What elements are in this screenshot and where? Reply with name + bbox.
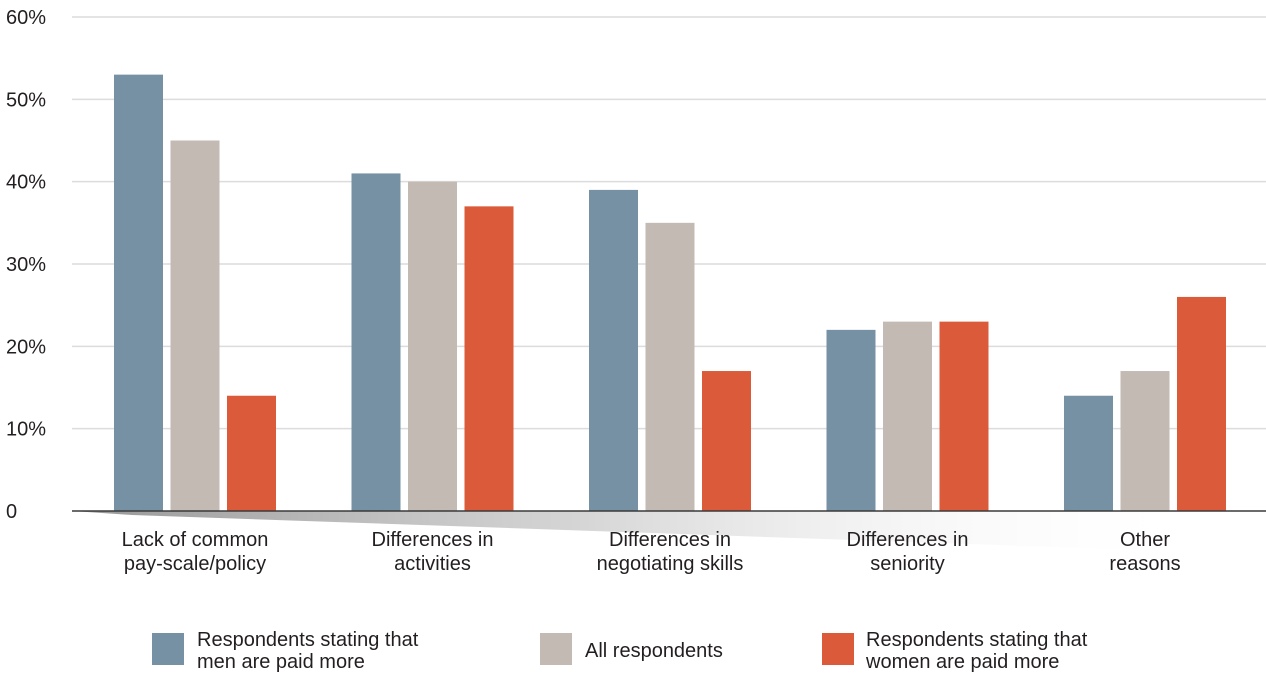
bar	[883, 321, 932, 511]
bar	[1064, 395, 1113, 511]
bar	[826, 329, 876, 511]
y-axis: 0 10% 20% 30% 40% 50% 60%	[6, 7, 1266, 523]
category-label: Differences in activities	[372, 529, 494, 575]
y-tick-label: 50%	[6, 89, 46, 111]
legend: Respondents stating that men are paid mor…	[152, 629, 1088, 673]
bar	[464, 206, 514, 511]
x-axis: Lack of common pay-scale/policy Difference…	[122, 529, 1181, 575]
category-label: Other reasons	[1109, 529, 1180, 575]
bars	[114, 74, 1226, 512]
y-tick-label: 0	[6, 501, 17, 523]
bar	[408, 181, 457, 511]
bar	[351, 173, 401, 511]
legend-swatch	[152, 633, 184, 665]
legend-swatch	[540, 633, 572, 665]
bar	[1120, 371, 1170, 511]
bar	[170, 140, 220, 511]
y-tick-label: 20%	[6, 336, 46, 358]
category-label: Differences in negotiating skills	[597, 529, 744, 575]
bar	[227, 395, 276, 511]
y-tick-label: 30%	[6, 254, 46, 276]
category-label: Lack of common pay-scale/policy	[122, 529, 269, 575]
bar	[114, 74, 163, 511]
category-label: Differences in seniority	[847, 529, 969, 575]
bar	[702, 371, 751, 511]
bar	[939, 321, 989, 511]
baseline-shadow-shape	[72, 511, 1200, 552]
baseline-shadow	[72, 511, 1200, 552]
legend-swatch	[822, 633, 854, 665]
y-tick-label: 40%	[6, 172, 46, 194]
y-tick-label: 60%	[6, 7, 46, 29]
legend-label: All respondents	[585, 640, 723, 662]
bar	[1177, 296, 1226, 511]
bar	[645, 222, 695, 512]
bar	[589, 189, 638, 511]
y-tick-label: 10%	[6, 419, 46, 441]
legend-label: Respondents stating that women are paid m…	[865, 629, 1088, 673]
legend-label: Respondents stating that men are paid mor…	[197, 629, 419, 673]
